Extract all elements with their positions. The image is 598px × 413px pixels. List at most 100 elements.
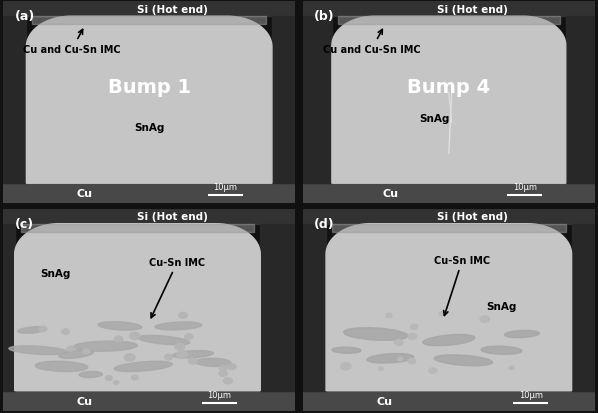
Text: Cu and Cu-Sn IMC: Cu and Cu-Sn IMC xyxy=(323,31,421,55)
Bar xyxy=(303,224,326,391)
Text: Cu-Sn IMC: Cu-Sn IMC xyxy=(434,256,490,316)
Ellipse shape xyxy=(35,361,88,372)
Polygon shape xyxy=(26,17,272,184)
Ellipse shape xyxy=(18,327,47,333)
Circle shape xyxy=(185,334,193,339)
Ellipse shape xyxy=(9,346,67,355)
Bar xyxy=(566,17,595,184)
Bar xyxy=(572,224,595,391)
Bar xyxy=(303,17,332,184)
Text: Cu: Cu xyxy=(77,396,93,406)
Circle shape xyxy=(176,351,188,358)
Bar xyxy=(338,17,560,25)
Ellipse shape xyxy=(434,355,493,366)
Circle shape xyxy=(408,334,417,339)
Text: (d): (d) xyxy=(315,217,335,230)
Bar xyxy=(3,391,295,411)
Text: 10μm: 10μm xyxy=(208,390,231,399)
Circle shape xyxy=(509,366,514,370)
Text: Cu: Cu xyxy=(377,396,392,406)
Text: SnAg: SnAg xyxy=(419,114,450,124)
Text: SnAg: SnAg xyxy=(41,268,71,279)
Text: Si (Hot end): Si (Hot end) xyxy=(437,5,508,14)
Circle shape xyxy=(179,313,187,318)
Circle shape xyxy=(188,358,197,364)
Ellipse shape xyxy=(155,322,202,330)
Bar xyxy=(303,2,595,17)
Text: 10μm: 10μm xyxy=(518,390,543,399)
Circle shape xyxy=(395,339,403,346)
Circle shape xyxy=(67,347,74,351)
Circle shape xyxy=(410,324,418,330)
Text: Si (Hot end): Si (Hot end) xyxy=(137,211,208,222)
Bar xyxy=(303,391,595,411)
Text: (b): (b) xyxy=(315,10,335,23)
Circle shape xyxy=(480,316,489,323)
Circle shape xyxy=(129,332,140,339)
Circle shape xyxy=(114,336,123,342)
Bar xyxy=(3,224,15,391)
Text: Si (Hot end): Si (Hot end) xyxy=(437,211,508,222)
Circle shape xyxy=(132,375,138,380)
Ellipse shape xyxy=(481,346,522,354)
Circle shape xyxy=(124,354,135,361)
Circle shape xyxy=(408,358,416,364)
Circle shape xyxy=(164,354,173,360)
Ellipse shape xyxy=(98,322,142,330)
Circle shape xyxy=(114,381,119,385)
Bar xyxy=(20,224,254,232)
Bar xyxy=(260,224,295,391)
Ellipse shape xyxy=(505,330,539,338)
Circle shape xyxy=(440,312,445,316)
Circle shape xyxy=(105,376,112,380)
Ellipse shape xyxy=(423,335,475,346)
Text: (a): (a) xyxy=(15,10,35,23)
Bar xyxy=(3,2,295,17)
Ellipse shape xyxy=(367,354,414,363)
Circle shape xyxy=(386,313,392,318)
Text: Cu: Cu xyxy=(77,189,93,199)
Circle shape xyxy=(379,367,383,370)
Ellipse shape xyxy=(73,341,138,351)
Polygon shape xyxy=(15,224,260,391)
Ellipse shape xyxy=(344,328,408,341)
Bar xyxy=(303,184,595,204)
Text: Bump 4: Bump 4 xyxy=(407,77,490,96)
Circle shape xyxy=(228,364,236,370)
Circle shape xyxy=(340,363,351,370)
Bar xyxy=(332,224,566,232)
Text: Cu-Sn IMC: Cu-Sn IMC xyxy=(149,258,205,318)
Text: SnAg: SnAg xyxy=(486,301,517,311)
Ellipse shape xyxy=(332,347,361,354)
Text: SnAg: SnAg xyxy=(134,122,164,132)
Circle shape xyxy=(39,326,47,332)
Circle shape xyxy=(219,370,227,376)
Bar xyxy=(32,17,266,25)
Ellipse shape xyxy=(173,351,213,358)
Circle shape xyxy=(62,329,69,335)
Text: Si (Hot end): Si (Hot end) xyxy=(137,5,208,14)
Text: Bump 1: Bump 1 xyxy=(108,77,191,96)
Circle shape xyxy=(224,378,232,384)
Ellipse shape xyxy=(79,372,102,377)
Ellipse shape xyxy=(59,350,93,358)
Circle shape xyxy=(175,343,185,350)
Circle shape xyxy=(83,349,90,354)
Text: Cu and Cu-Sn IMC: Cu and Cu-Sn IMC xyxy=(23,31,121,55)
Circle shape xyxy=(398,357,403,361)
Bar xyxy=(272,17,295,184)
Ellipse shape xyxy=(196,358,231,366)
Text: Cu: Cu xyxy=(382,189,398,199)
Text: 10μm: 10μm xyxy=(513,183,537,192)
Bar xyxy=(303,209,595,224)
Circle shape xyxy=(219,366,227,371)
Text: (c): (c) xyxy=(15,217,34,230)
Polygon shape xyxy=(332,17,566,184)
Circle shape xyxy=(429,368,437,373)
Ellipse shape xyxy=(114,361,172,372)
Bar xyxy=(3,17,26,184)
Ellipse shape xyxy=(138,335,190,345)
Polygon shape xyxy=(326,224,572,391)
Bar xyxy=(3,184,295,204)
Bar xyxy=(3,209,295,224)
